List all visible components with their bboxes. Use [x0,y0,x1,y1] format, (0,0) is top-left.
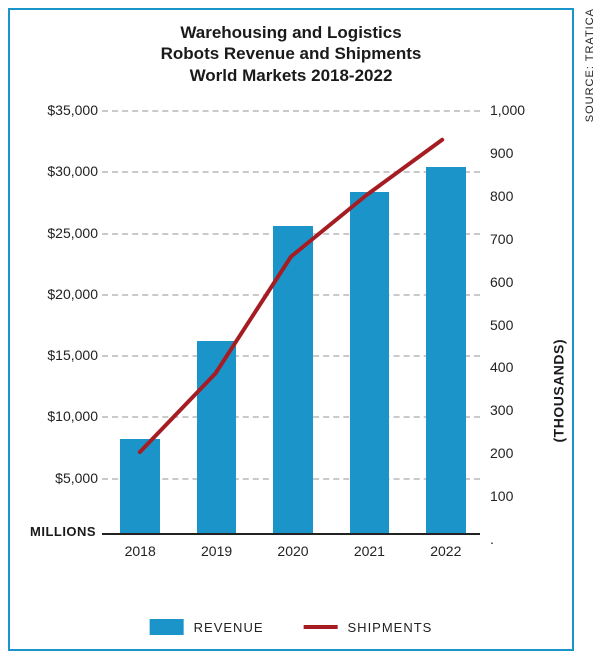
y-right-tick-label: 800 [490,188,552,204]
y-right-tick-label: 100 [490,488,552,504]
y-left-tick-label: $25,000 [30,225,98,241]
y-left-tick-label: $20,000 [30,286,98,302]
y-left-tick-label: $10,000 [30,408,98,424]
title-line-2: Robots Revenue and Shipments [10,43,572,64]
source-label: SOURCE: TRATICA [584,8,596,122]
x-tick-label: 2021 [354,543,385,559]
legend-swatch-revenue [150,619,184,635]
y-left-tick-label: $30,000 [30,163,98,179]
y-right-tick-label: 200 [490,445,552,461]
chart-title: Warehousing and Logistics Robots Revenue… [10,22,572,86]
y-right-tick-label: 900 [490,145,552,161]
y-right-tick-label: . [490,531,552,547]
y-right-tick-label: 400 [490,359,552,375]
title-line-1: Warehousing and Logistics [10,22,572,43]
legend-label-revenue: REVENUE [194,620,264,635]
y-right-tick-label: 700 [490,231,552,247]
legend-item-revenue: REVENUE [150,619,264,635]
y-right-tick-label: 600 [490,274,552,290]
plot-area [102,110,480,535]
x-tick-label: 2018 [125,543,156,559]
y-right-axis-title: (THOUSANDS) [550,339,566,443]
y-right-tick-label: 500 [490,317,552,333]
legend-swatch-shipments [304,625,338,629]
legend-item-shipments: SHIPMENTS [304,620,433,635]
y-left-tick-label: $5,000 [30,470,98,486]
x-axis-baseline [102,533,480,535]
x-tick-label: 2019 [201,543,232,559]
chart-frame: Warehousing and Logistics Robots Revenue… [8,8,574,651]
plot-wrap: MILLIONS (THOUSANDS) $5,000$10,000$15,00… [30,100,552,577]
y-left-tick-label: $35,000 [30,102,98,118]
shipments-line [102,110,480,535]
x-tick-label: 2020 [277,543,308,559]
title-line-3: World Markets 2018-2022 [10,65,572,86]
x-tick-label: 2022 [430,543,461,559]
shipments-polyline [140,140,442,452]
y-left-tick-label: $15,000 [30,347,98,363]
y-right-tick-label: 300 [490,402,552,418]
legend: REVENUE SHIPMENTS [150,619,433,635]
y-left-axis-title: MILLIONS [30,524,96,539]
legend-label-shipments: SHIPMENTS [348,620,433,635]
y-right-tick-label: 1,000 [490,102,552,118]
